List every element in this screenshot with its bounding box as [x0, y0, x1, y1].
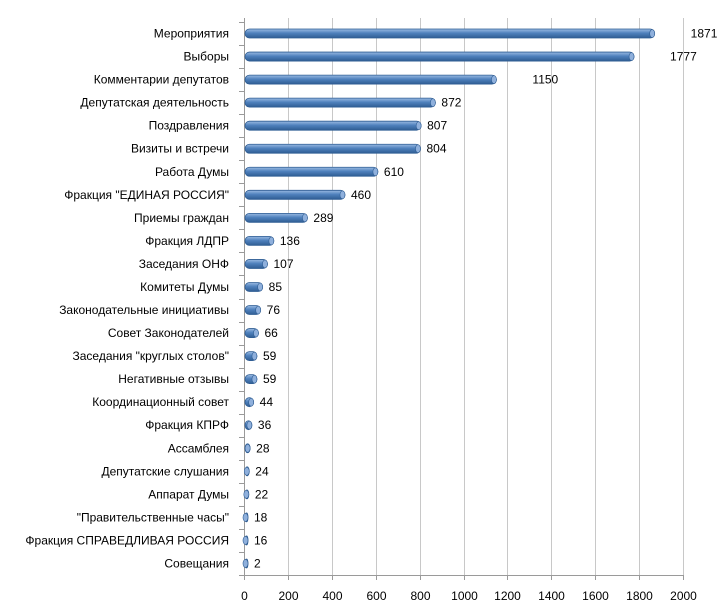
- category-label: Фракция ЛДПР: [145, 234, 229, 248]
- bar-end-cap: [243, 490, 250, 499]
- data-label: 107: [273, 257, 293, 271]
- x-tick-label: 600: [366, 589, 386, 603]
- bar-end-cap: [246, 420, 253, 430]
- bar: [244, 212, 308, 223]
- x-tick-label: 1400: [538, 589, 565, 603]
- category-label: Заседания ОНФ: [139, 257, 229, 271]
- data-label: 59: [263, 372, 277, 386]
- x-tick-label: 1800: [626, 589, 653, 603]
- category-label: Депутатские слушания: [101, 464, 229, 478]
- bar: [244, 51, 635, 62]
- data-label: 16: [254, 533, 268, 547]
- bar-end-cap: [628, 52, 635, 61]
- grid-lines: [288, 18, 684, 575]
- data-label: 136: [280, 234, 300, 248]
- bar-end-cap: [242, 536, 249, 545]
- data-label: 59: [263, 349, 277, 363]
- bar-end-cap: [415, 121, 422, 130]
- bars: [242, 28, 656, 569]
- x-tick-label: 0: [241, 589, 248, 603]
- category-label: Совещания: [164, 556, 229, 570]
- bar: [244, 97, 436, 108]
- data-label: 36: [258, 418, 272, 432]
- category-label: Визиты и встречи: [131, 142, 229, 156]
- data-label: 18: [254, 510, 268, 524]
- category-label: Заседания "круглых столов": [72, 349, 229, 363]
- data-label: 2: [254, 556, 261, 570]
- category-label: Приемы граждан: [134, 211, 229, 225]
- data-label: 1150: [532, 73, 558, 87]
- bar-end-cap: [243, 467, 250, 476]
- bar-end-cap: [251, 351, 258, 361]
- bar: [244, 74, 497, 85]
- bar-end-cap: [339, 190, 346, 200]
- category-label: Законодательные инициативы: [59, 303, 229, 317]
- bar: [244, 143, 421, 154]
- data-label: 76: [267, 303, 281, 317]
- bar-end-cap: [255, 305, 261, 315]
- bar-end-cap: [372, 167, 379, 177]
- category-label: Аппарат Думы: [148, 487, 229, 501]
- x-tick-label: 800: [410, 589, 430, 603]
- data-label: 24: [255, 464, 269, 478]
- data-label: 66: [264, 326, 278, 340]
- x-tick-label: 1200: [494, 589, 521, 603]
- bar-end-cap: [248, 397, 254, 407]
- x-tick-label: 400: [322, 589, 342, 603]
- bar-end-cap: [257, 282, 263, 292]
- category-label: Координационный совет: [92, 395, 229, 409]
- data-label: 872: [441, 96, 461, 110]
- bar-end-cap: [430, 98, 436, 107]
- data-label: 807: [427, 119, 447, 133]
- x-tick-label: 2000: [670, 589, 697, 603]
- bar: [244, 120, 422, 131]
- x-tick-label: 1000: [451, 589, 478, 603]
- bar-end-cap: [242, 559, 249, 568]
- x-tick-label: 200: [278, 589, 298, 603]
- data-label: 1871: [691, 27, 718, 41]
- category-label: Фракция "ЕДИНАЯ РОССИЯ": [64, 188, 229, 202]
- bar-end-cap: [242, 513, 249, 522]
- labels: 0 200 400 600 800 1000 1200 1400 1600 1800 2000 Мер…: [25, 27, 717, 603]
- data-label: 289: [313, 211, 333, 225]
- data-label: 22: [255, 487, 269, 501]
- category-label: Мероприятия: [154, 27, 229, 41]
- data-label: 804: [426, 142, 446, 156]
- category-label: Поздравления: [149, 119, 229, 133]
- axes: [239, 18, 684, 580]
- bar-end-cap: [302, 213, 308, 223]
- category-label: Негативные отзывы: [118, 372, 229, 386]
- bar-end-cap: [415, 144, 421, 154]
- data-label: 1777: [670, 50, 697, 64]
- data-label: 28: [256, 441, 270, 455]
- data-label: 460: [351, 188, 371, 202]
- bar-end-cap: [253, 328, 259, 338]
- category-label: Фракция КПРФ: [145, 418, 229, 432]
- category-label: Комитеты Думы: [140, 280, 229, 294]
- category-label: Работа Думы: [155, 165, 229, 179]
- bar: [244, 189, 346, 200]
- category-label: Фракция СПРАВЕДЛИВАЯ РОССИЯ: [25, 533, 229, 547]
- x-tick-label: 1600: [582, 589, 609, 603]
- category-label: Выборы: [184, 50, 229, 64]
- bar-end-cap: [268, 236, 275, 246]
- bar-end-cap: [262, 259, 268, 269]
- data-label: 610: [384, 165, 404, 179]
- bar: [244, 166, 379, 177]
- bar: [244, 28, 656, 39]
- bar-end-cap: [251, 374, 258, 384]
- category-label: Депутатская деятельность: [80, 96, 229, 110]
- category-label: Ассамблея: [168, 441, 229, 455]
- data-label: 44: [260, 395, 274, 409]
- bar-end-cap: [491, 75, 497, 84]
- data-label: 85: [269, 280, 283, 294]
- bar-end-cap: [244, 443, 251, 453]
- category-label: "Правительственные часы": [77, 510, 229, 524]
- category-label: Комментарии депутатов: [94, 73, 229, 87]
- category-label: Совет Законодателей: [108, 326, 229, 340]
- bar-end-cap: [649, 29, 655, 38]
